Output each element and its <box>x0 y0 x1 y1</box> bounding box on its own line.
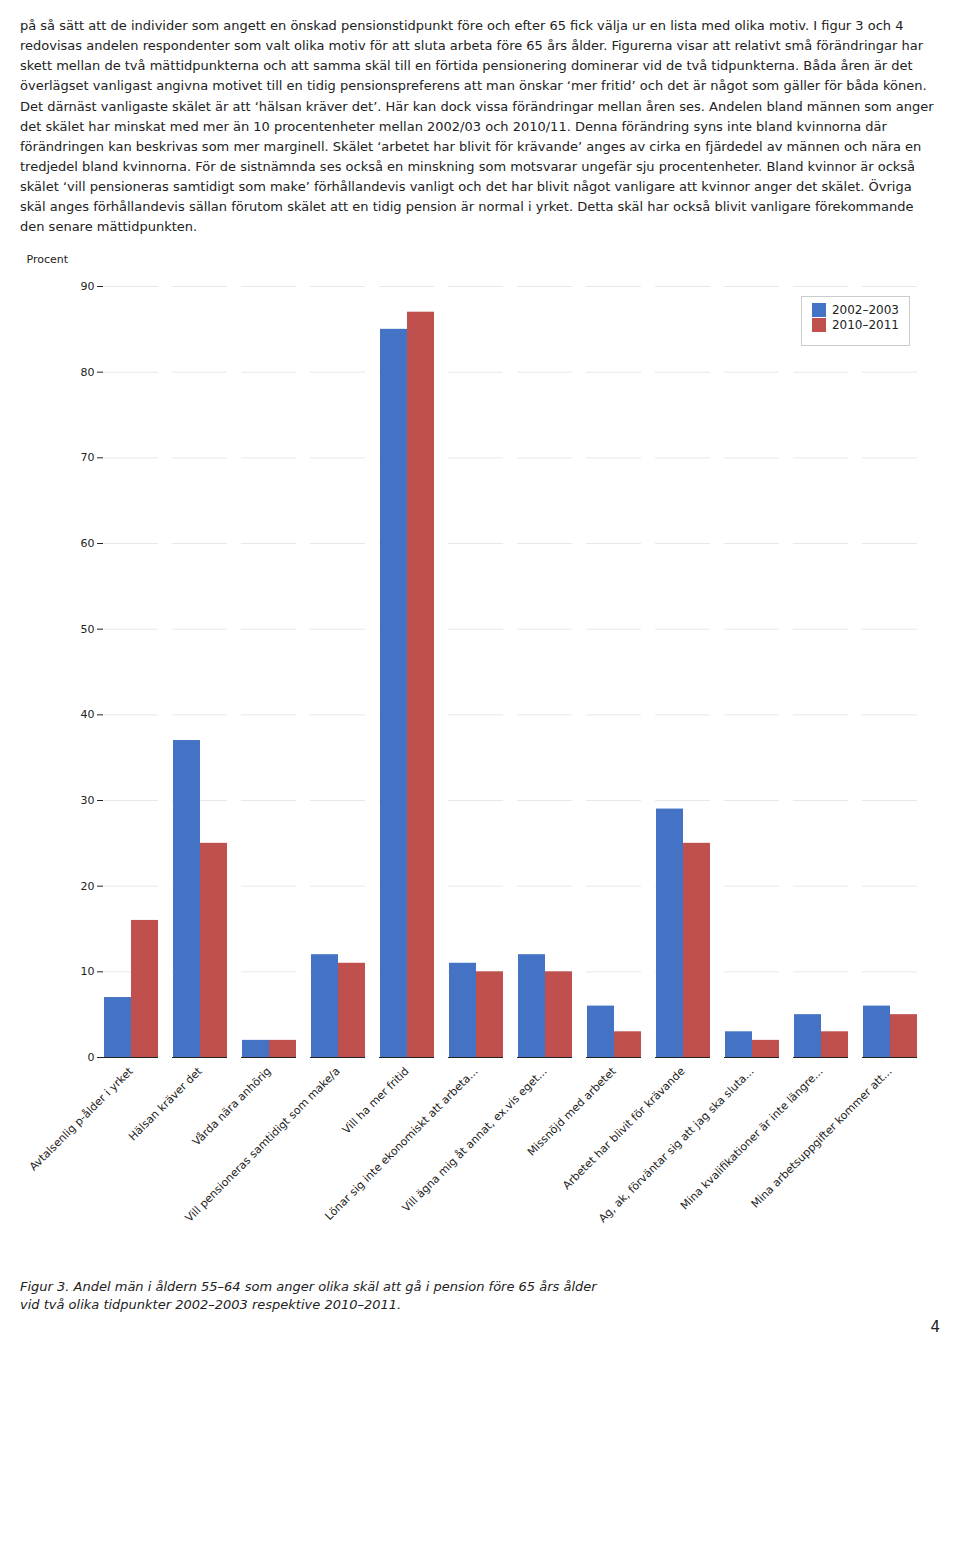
svg-text:10: 10 <box>81 965 95 978</box>
svg-text:30: 30 <box>81 794 95 807</box>
svg-text:0: 0 <box>88 1051 95 1064</box>
html-text:Figur 3. Andel män i åldern 55: Figur 3. Andel män i åldern 55–64 som an… <box>20 1278 597 1312</box>
svg-text:20: 20 <box>81 879 95 892</box>
html-text:2010–2011: 2010–2011 <box>831 317 899 332</box>
svg-text:Missnöjd med arbetet: Missnöjd med arbetet <box>524 1064 619 1159</box>
svg-text:Lönar sig inte ekonomiskt att: Lönar sig inte ekonomiskt att arbeta... <box>323 1064 481 1222</box>
svg-text:Mina arbetsuppgifter kommer at: Mina arbetsuppgifter kommer att... <box>749 1064 895 1210</box>
svg-text:Vill pensioneras samtidigt som: Vill pensioneras samtidigt som make/a <box>183 1064 343 1224</box>
svg-text:Vill ägna mig åt annat, ex.vis: Vill ägna mig åt annat, ex.vis eget... <box>400 1064 550 1214</box>
svg-text:Hälsan kräver det: Hälsan kräver det <box>126 1064 205 1143</box>
html-text:2002–2003: 2002–2003 <box>831 302 899 317</box>
svg-text:40: 40 <box>81 708 95 721</box>
html-text:4: 4 <box>930 1317 940 1336</box>
svg-text:60: 60 <box>81 537 95 550</box>
svg-text:80: 80 <box>81 365 95 378</box>
svg-text:Procent: Procent <box>27 253 69 266</box>
svg-text:Avtalsenlig p-ålder i yrket: Avtalsenlig p-ålder i yrket <box>27 1064 136 1173</box>
html-text:på så sätt att de individer so: på så sätt att de individer som angett e… <box>20 18 934 235</box>
svg-text:90: 90 <box>81 280 95 293</box>
svg-text:50: 50 <box>81 622 95 635</box>
svg-text:Vårda nära anhörig: Vårda nära anhörig <box>189 1064 274 1148</box>
svg-text:Arbetet har blivit för krävand: Arbetet har blivit för krävande <box>560 1064 688 1192</box>
svg-text:Vill ha mer fritid: Vill ha mer fritid <box>340 1064 412 1136</box>
svg-text:Mina kvalifikationer är inte l: Mina kvalifikationer är inte längre... <box>678 1064 826 1212</box>
svg-text:Ag, ak, förväntar sig att jag: Ag, ak, förväntar sig att jag ska sluta.… <box>596 1064 756 1224</box>
svg-text:70: 70 <box>81 451 95 464</box>
